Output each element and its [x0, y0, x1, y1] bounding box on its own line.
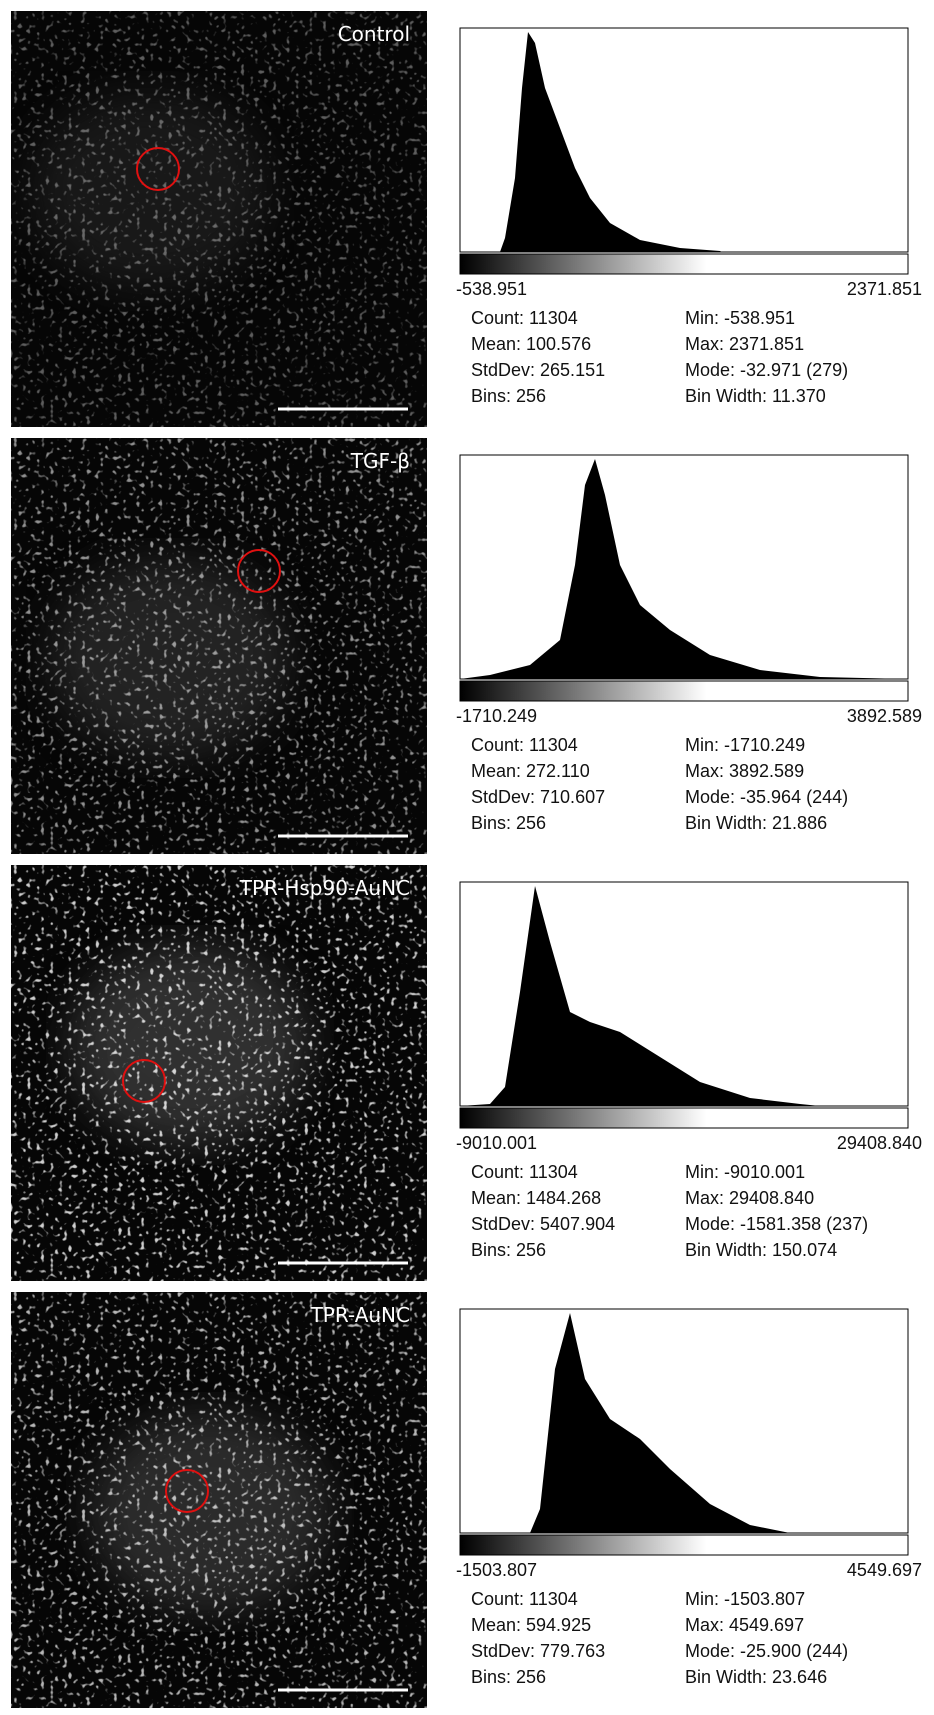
stat: Min: -1710.249: [685, 735, 805, 755]
stat: Mode: -1581.358 (237): [685, 1214, 868, 1234]
image-dots: [11, 11, 427, 427]
histogram-shape: [460, 459, 908, 679]
histogram-shape: [460, 32, 722, 252]
micrograph: [11, 1292, 427, 1708]
panel: Control -538.951 2371.851 Count: 11304 Min: …: [11, 11, 922, 427]
hist-max: 4549.697: [847, 1560, 922, 1580]
roi-circle: [122, 1059, 166, 1103]
stat: Max: 3892.589: [685, 761, 804, 781]
stat: Mode: -35.964 (244): [685, 787, 848, 807]
roi-circle: [165, 1469, 209, 1513]
panels: Control -538.951 2371.851 Count: 11304 Min: …: [11, 11, 922, 1708]
micrograph: [11, 865, 427, 1281]
stat: Count: 11304: [471, 1162, 578, 1182]
stat: Bins: 256: [471, 813, 546, 833]
stat: Mean: 100.576: [471, 334, 591, 354]
stat: Bin Width: 11.370: [685, 386, 826, 406]
hist-min: -1710.249: [456, 706, 537, 726]
roi-circle: [237, 549, 281, 593]
stat: Count: 11304: [471, 308, 578, 328]
histogram-shape: [460, 1313, 790, 1533]
stat: Bins: 256: [471, 1667, 546, 1687]
stat: Min: -538.951: [685, 308, 795, 328]
histogram-shape: [460, 886, 820, 1106]
micrograph: [11, 438, 427, 854]
roi-circle: [136, 147, 180, 191]
stat: Max: 2371.851: [685, 334, 804, 354]
stat: Bins: 256: [471, 1240, 546, 1260]
stat: Mean: 1484.268: [471, 1188, 601, 1208]
stat: StdDev: 265.151: [471, 360, 605, 380]
panel: TGF-β -1710.249 3892.589 Count: 11304 Min: -…: [11, 438, 922, 854]
image-dots: [11, 438, 427, 854]
stat: Mean: 594.925: [471, 1615, 591, 1635]
lut-bar: [459, 253, 909, 275]
stat: StdDev: 779.763: [471, 1641, 605, 1661]
stat: Bin Width: 150.074: [685, 1240, 837, 1260]
panel: TPR-Hsp90-AuNC -9010.001 29408.840 Count: 1…: [11, 865, 922, 1281]
lut-bar: [459, 1534, 909, 1556]
hist-max: 2371.851: [847, 279, 922, 299]
stat: Count: 11304: [471, 735, 578, 755]
panel-label: TPR-AuNC: [310, 1303, 410, 1327]
stat: Min: -9010.001: [685, 1162, 805, 1182]
panel: TPR-AuNC -1503.807 4549.697 Count: 11304 Min…: [11, 1292, 922, 1708]
stat: Mode: -25.900 (244): [685, 1641, 848, 1661]
stat: Bins: 256: [471, 386, 546, 406]
panel-label: TGF-β: [350, 449, 410, 473]
stat: Min: -1503.807: [685, 1589, 805, 1609]
stat: Mode: -32.971 (279): [685, 360, 848, 380]
hist-max: 29408.840: [837, 1133, 922, 1153]
stat: StdDev: 710.607: [471, 787, 605, 807]
stat: Mean: 272.110: [471, 761, 590, 781]
stat: Bin Width: 23.646: [685, 1667, 827, 1687]
lut-bar: [459, 1107, 909, 1129]
hist-min: -1503.807: [456, 1560, 537, 1580]
hist-min: -538.951: [456, 279, 527, 299]
image-dots: [11, 865, 427, 1281]
hist-min: -9010.001: [456, 1133, 537, 1153]
lut-bar: [459, 680, 909, 702]
stat: Bin Width: 21.886: [685, 813, 827, 833]
hist-max: 3892.589: [847, 706, 922, 726]
panel-label: Control: [338, 22, 410, 46]
stat: Max: 4549.697: [685, 1615, 804, 1635]
image-dots: [11, 1292, 427, 1708]
stat: Max: 29408.840: [685, 1188, 814, 1208]
stat: StdDev: 5407.904: [471, 1214, 615, 1234]
panel-label: TPR-Hsp90-AuNC: [239, 876, 410, 900]
stat: Count: 11304: [471, 1589, 578, 1609]
micrograph: [11, 11, 427, 427]
